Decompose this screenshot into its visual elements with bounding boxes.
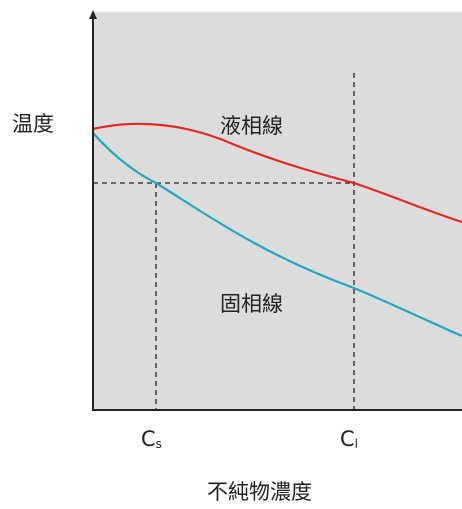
cl-label-main: C xyxy=(340,427,355,451)
cl-label: Cl xyxy=(340,427,358,451)
plot-area xyxy=(93,12,462,410)
solidus-curve xyxy=(92,132,462,338)
liquidus-label: 液相線 xyxy=(220,114,283,138)
liquidus-curve xyxy=(92,122,462,224)
cl-label-sub: l xyxy=(355,437,358,451)
solidus-label: 固相線 xyxy=(220,292,283,316)
x-axis-label: 不純物濃度 xyxy=(207,480,312,504)
y-axis-label: 温度 xyxy=(12,112,54,136)
cs-label: Cs xyxy=(141,427,162,451)
cs-label-sub: s xyxy=(156,437,162,451)
y-axis-arrow-icon xyxy=(89,10,97,19)
cs-label-main: C xyxy=(141,427,156,451)
